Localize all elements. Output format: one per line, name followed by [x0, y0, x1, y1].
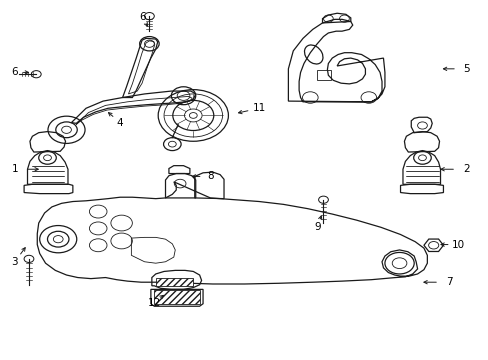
Text: 10: 10 [450, 239, 464, 249]
Text: 1: 1 [12, 164, 19, 174]
Polygon shape [156, 278, 193, 286]
Text: 2: 2 [462, 164, 468, 174]
Polygon shape [154, 291, 199, 304]
Text: 8: 8 [206, 171, 213, 181]
Text: 3: 3 [11, 257, 18, 267]
Text: 6: 6 [139, 12, 145, 22]
Text: 9: 9 [314, 222, 320, 231]
Text: 7: 7 [445, 277, 452, 287]
Text: 4: 4 [117, 118, 123, 128]
Text: 5: 5 [462, 64, 468, 74]
Text: 12: 12 [147, 298, 161, 308]
Text: 6: 6 [11, 67, 18, 77]
Bar [316, 70, 330, 80]
Text: 11: 11 [252, 103, 265, 113]
